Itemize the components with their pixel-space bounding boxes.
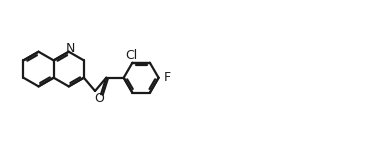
Text: N: N (66, 42, 75, 55)
Text: F: F (164, 71, 171, 84)
Text: O: O (94, 92, 104, 105)
Text: Cl: Cl (125, 49, 138, 62)
